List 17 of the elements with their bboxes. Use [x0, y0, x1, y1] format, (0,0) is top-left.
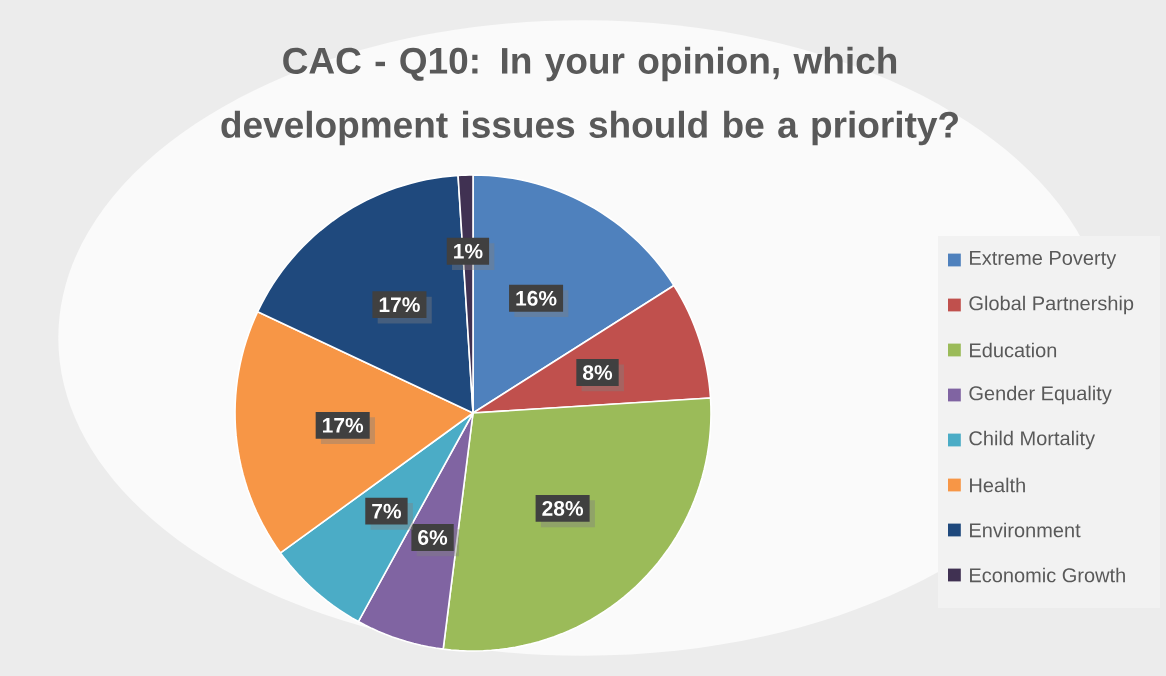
data-label: 6% — [418, 530, 448, 545]
legend-label: Environment — [970, 522, 1081, 538]
data-label: 7% — [372, 503, 402, 519]
legend-label: Global Partnership — [969, 295, 1134, 315]
legend-label: Health — [970, 477, 1025, 493]
data-label: 17% — [379, 297, 420, 313]
data-label: 16% — [516, 290, 557, 306]
legend-label: Gender Equality — [969, 385, 1112, 405]
data-label: 1% — [454, 243, 483, 259]
legend-label: Extreme Poverty — [970, 251, 1117, 269]
legend-label: Child Mortality — [969, 430, 1096, 450]
data-label: 8% — [582, 365, 613, 380]
chart-title: CAC - Q10: In your opinion, which development issues should be a priority? — [221, 46, 958, 146]
data-label: 17% — [322, 417, 364, 433]
legend-label: Education — [970, 342, 1057, 358]
data-label: 28% — [542, 501, 584, 516]
legend-label: Economic Growth — [970, 567, 1125, 583]
